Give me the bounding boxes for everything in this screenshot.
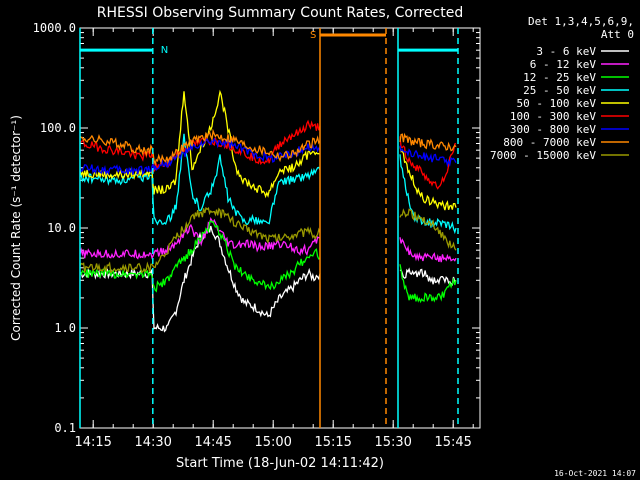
series-line (79, 137, 321, 176)
y-tick-label: 10.0 (47, 221, 76, 235)
x-tick-label: 15:00 (254, 435, 291, 450)
annotation-label: S (310, 30, 316, 41)
x-tick-label: 15:15 (314, 435, 351, 450)
legend-entry-label: 3 - 6 keV (536, 45, 596, 58)
plot-area: 0.1 1.0 10.0 100.0 1000.0 14:15 14:30 14:45 15:0… (33, 21, 481, 450)
series-line (399, 208, 457, 251)
series-line (79, 206, 321, 274)
series-line (79, 225, 321, 333)
series-line (399, 145, 457, 168)
series-line (399, 136, 457, 190)
series-line (399, 264, 457, 304)
footer-date: 16-Oct-2021 14:07 (554, 469, 636, 478)
y-tick-label: 1000.0 (33, 21, 76, 35)
legend-header-line2: Att 0 (601, 28, 634, 41)
legend-entry-label: 6 - 12 keV (530, 58, 597, 71)
legend-entry-label: 25 - 50 keV (523, 84, 596, 97)
x-tick-label: 15:30 (374, 435, 411, 450)
chart-title: RHESSI Observing Summary Count Rates, Co… (97, 5, 463, 21)
series-line (79, 216, 320, 260)
series-line (399, 267, 457, 286)
legend-entry-label: 50 - 100 keV (517, 97, 597, 110)
legend-entry-label: 800 - 7000 keV (503, 136, 596, 149)
series-line (399, 154, 457, 235)
y-tick-label: 100.0 (40, 121, 76, 135)
x-tick-label: 15:45 (434, 435, 471, 450)
y-tick-label: 1.0 (54, 321, 76, 335)
annotation-label: N (161, 45, 168, 56)
x-tick-label: 14:30 (134, 435, 171, 450)
x-axis-label: Start Time (18-Jun-02 14:11:42) (176, 456, 384, 471)
legend-entry-label: 100 - 300 keV (510, 110, 596, 123)
series-line (79, 219, 321, 293)
series-line (399, 237, 457, 263)
legend-entry-label: 7000 - 15000 keV (490, 149, 596, 162)
x-tick-label: 14:45 (194, 435, 231, 450)
series-line (399, 146, 457, 211)
series-line (79, 128, 321, 167)
y-tick-label: 0.1 (54, 421, 76, 435)
legend-header-line1: Det 1,3,4,5,6,9, (528, 15, 634, 28)
series-line (79, 133, 321, 226)
legend-entry-label: 300 - 800 keV (510, 123, 596, 136)
series-line (399, 132, 457, 152)
x-tick-label: 14:15 (74, 435, 111, 450)
legend-entry-label: 12 - 25 keV (523, 71, 596, 84)
y-axis-label: Corrected Count Rate (s⁻¹ detector⁻¹) (9, 115, 23, 341)
